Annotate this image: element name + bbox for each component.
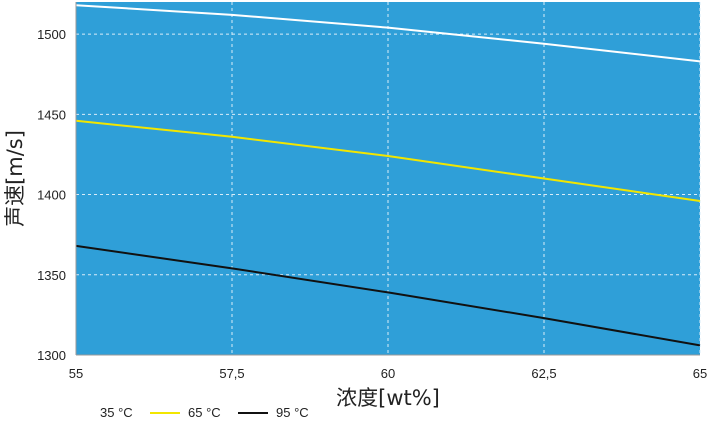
- legend: 35 °C 65 °C 95 °C: [62, 405, 309, 420]
- y-tick-label: 1450: [37, 107, 66, 122]
- series-line: [75, 4, 701, 63]
- y-tick-label: 1300: [37, 348, 66, 363]
- y-tick-label: 1400: [37, 188, 66, 203]
- y-tick-label: 1500: [37, 27, 66, 42]
- x-tick-label: 65: [693, 366, 707, 381]
- x-tick-label: 60: [381, 366, 395, 381]
- legend-label: 95 °C: [276, 405, 309, 420]
- axes: [75, 2, 700, 356]
- legend-label: 35 °C: [100, 405, 133, 420]
- x-tick-labels: 55 57,5 60 62,5 65: [69, 366, 707, 381]
- series-lines: [75, 4, 701, 347]
- legend-label: 65 °C: [188, 405, 221, 420]
- series-line: [75, 119, 701, 202]
- x-tick-label: 55: [69, 366, 83, 381]
- series-line: [75, 244, 701, 347]
- y-axis-title: 声速[m/s]: [3, 130, 27, 227]
- y-tick-label: 1350: [37, 268, 66, 283]
- y-tick-labels: 1300 1350 1400 1450 1500: [37, 27, 66, 363]
- x-tick-label: 62,5: [531, 366, 556, 381]
- x-tick-label: 57,5: [219, 366, 244, 381]
- x-axis-title: 浓度[wt%]: [336, 386, 440, 410]
